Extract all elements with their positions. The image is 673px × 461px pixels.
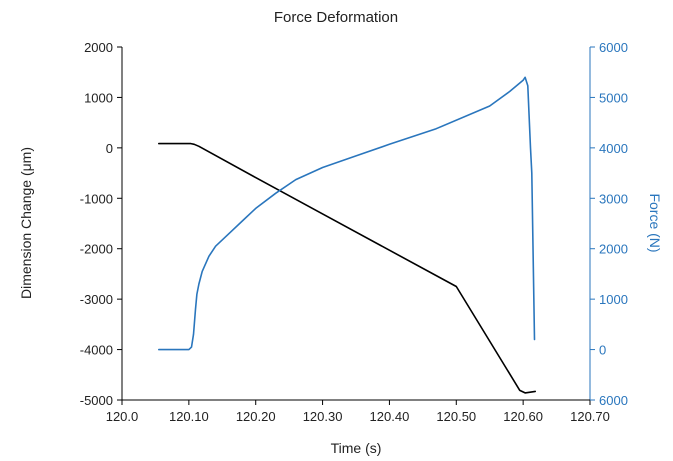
chart-title: Force Deformation [274, 9, 398, 26]
x-axis-title: Time (s) [331, 440, 382, 456]
x-tick-label: 120.70 [570, 409, 610, 424]
left-tick-label: -3000 [80, 292, 113, 307]
x-tick-label: 120.10 [169, 409, 209, 424]
left-tick-label: -4000 [80, 343, 113, 358]
right-tick-label: 6000 [599, 393, 628, 408]
right-tick-label: 5000 [599, 90, 628, 105]
left-tick-label: 2000 [84, 40, 113, 55]
x-tick-label: 120.20 [236, 409, 276, 424]
right-tick-label: 0 [599, 343, 606, 358]
left-axis-ticks: 2000 1000 0 -1000 -2000 -3000 -4000 -5000 [80, 40, 122, 408]
right-axis-ticks: 6000 5000 4000 3000 2000 1000 0 6000 [590, 40, 628, 408]
x-axis-ticks: 120.0 120.10 120.20 120.30 120.40 120.50 120.6… [106, 400, 610, 424]
x-tick-label: 120.40 [370, 409, 410, 424]
x-tick-label: 120.50 [436, 409, 476, 424]
left-tick-label: -2000 [80, 242, 113, 257]
right-tick-label: 4000 [599, 141, 628, 156]
force-series-line [158, 76, 536, 351]
right-y-axis-title: Force (N) [647, 193, 663, 252]
series-layer [158, 76, 537, 394]
right-tick-label: 1000 [599, 292, 628, 307]
x-tick-label: 120.60 [503, 409, 543, 424]
dimension-change-series-line [158, 142, 537, 394]
left-y-axis-title: Dimension Change (μm) [18, 147, 34, 299]
left-tick-label: -5000 [80, 393, 113, 408]
x-tick-label: 120.0 [106, 409, 139, 424]
x-tick-label: 120.30 [303, 409, 343, 424]
left-tick-label: -1000 [80, 191, 113, 206]
right-tick-label: 2000 [599, 242, 628, 257]
right-tick-label: 6000 [599, 40, 628, 55]
right-tick-label: 3000 [599, 191, 628, 206]
left-tick-label: 0 [106, 141, 113, 156]
left-tick-label: 1000 [84, 90, 113, 105]
